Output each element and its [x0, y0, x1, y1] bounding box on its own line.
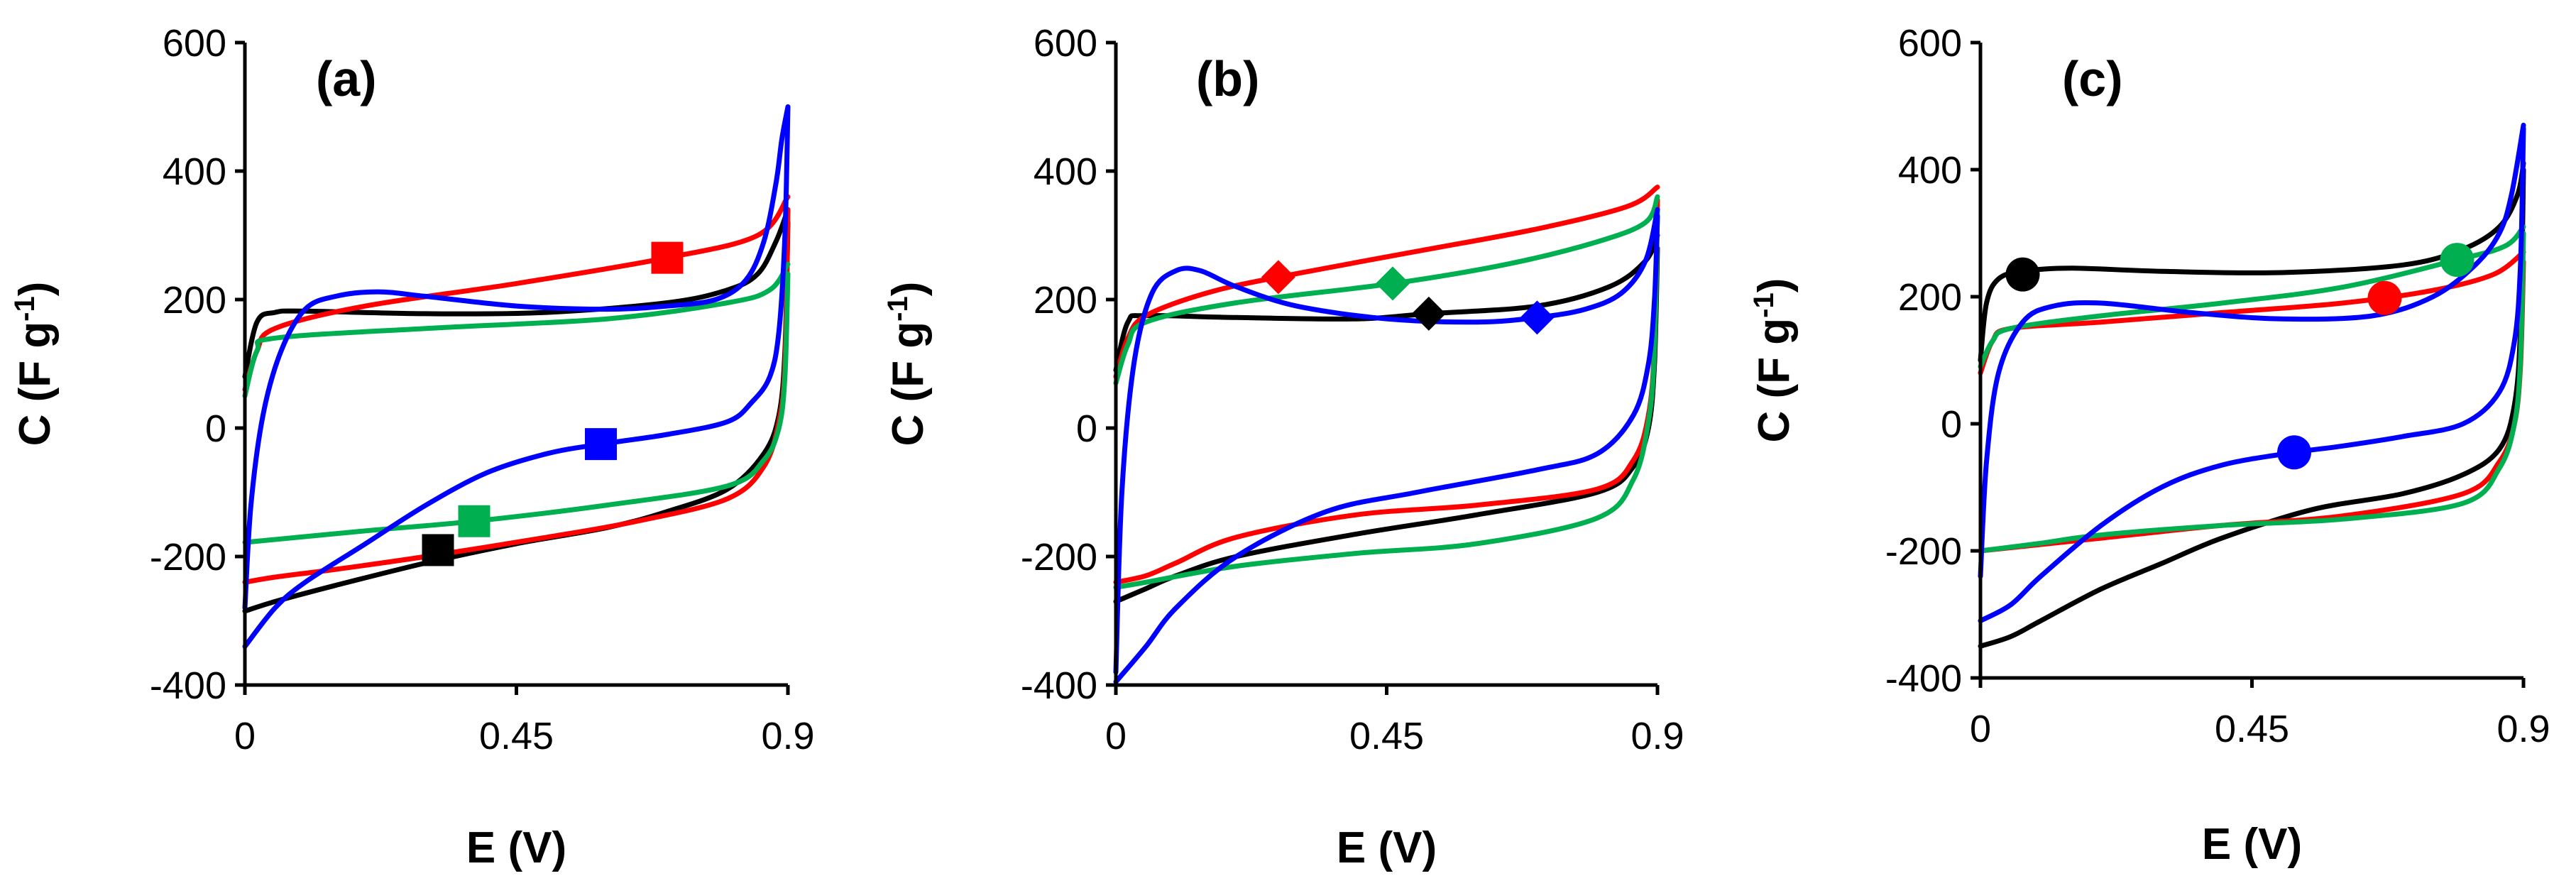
panel-a-label: (a) — [316, 51, 377, 106]
panel-a-green-marker — [458, 505, 490, 537]
panel-a-y-axis-label: C (F g-1) — [9, 282, 60, 446]
panel-c-y-axis-label-superscript: -1 — [1748, 292, 1780, 318]
panel-c-y-axis-label-main: C (F g — [1750, 318, 1799, 443]
panel-b-green-marker — [1375, 266, 1410, 301]
panel-a-black-anodic-curve — [242, 207, 791, 380]
panel-c-y-tick-label: -400 — [1885, 657, 1962, 700]
panel-b-y-axis-label: C (F g-1) — [882, 282, 933, 446]
panel-b-y-axis-label-close: ) — [884, 282, 933, 297]
panel-c-y-tick-label: 400 — [1898, 149, 1962, 192]
panel-a-y-tick-label: -400 — [150, 664, 226, 707]
panel-c-blue-cathodic-curve — [1978, 126, 2526, 623]
panel-a-x-tick-label: 0.45 — [479, 715, 554, 757]
panel-c-y-tick-label: 600 — [1898, 22, 1962, 65]
panel-c-y-tick-label: 0 — [1941, 403, 1962, 446]
panel-b-y-tick-label: 400 — [1034, 150, 1097, 193]
panel-b-x-axis-label: E (V) — [1337, 823, 1437, 872]
panel-b-red-marker — [1261, 260, 1295, 295]
panel-a-y-axis-label-main: C (F g — [11, 322, 60, 446]
panel-a-y-tick-label: 400 — [163, 150, 226, 193]
panel-b-x-tick-label: 0.9 — [1630, 715, 1684, 757]
panel-a-x-tick-label: 0 — [234, 715, 256, 757]
panel-a-x-axis-label: E (V) — [466, 823, 566, 872]
panel-b-y-tick-label: 600 — [1034, 22, 1097, 65]
panel-c-x-tick-label: 0.45 — [2215, 708, 2289, 750]
panel-a-green-cathodic-curve — [242, 271, 791, 545]
panel-b-x-tick-label: 0 — [1105, 715, 1127, 757]
panel-a-y-tick-label: 200 — [163, 279, 226, 322]
panel-c-black-marker — [2005, 257, 2040, 292]
panel-a-blue-marker — [585, 428, 617, 461]
panel-c-y-axis-label: C (F g-1) — [1748, 278, 1799, 443]
panel-b-red-anodic-curve — [1113, 185, 1660, 380]
panel-a-black-marker — [422, 534, 454, 566]
panel-c-y-tick-label: 200 — [1898, 276, 1962, 319]
panel-a-chart: -400 -200 0 200 400 600 0 0.45 0.9 E (V) C (F g-1)… — [9, 22, 815, 872]
panel-a-y-axis-label-superscript: -1 — [9, 296, 40, 322]
panel-b-black-cathodic-curve — [1113, 246, 1660, 604]
panel-a-red-marker — [651, 241, 684, 274]
panel-a-red-anodic-curve — [242, 194, 791, 393]
panel-c-chart: -400 -200 0 200 400 600 0 0.45 0.9 E (V) C (F g-1)… — [1748, 22, 2550, 869]
panel-b-y-tick-label: 200 — [1034, 279, 1097, 322]
panel-c-red-marker — [2367, 280, 2402, 315]
panel-c-green-marker — [2440, 243, 2474, 278]
panel-b-blue-cathodic-curve — [1113, 213, 1660, 684]
panel-a-black-cathodic-curve — [242, 219, 791, 614]
panel-a-blue-cathodic-curve — [242, 104, 791, 650]
panel-a-y-tick-label: 0 — [205, 407, 226, 450]
panel-a-y-tick-label: 600 — [163, 22, 226, 65]
panel-c-x-tick-label: 0 — [1970, 708, 1991, 750]
panel-a-y-tick-label: -200 — [150, 536, 226, 579]
panel-c-x-axis-label: E (V) — [2202, 820, 2302, 869]
panel-a-red-cathodic-curve — [242, 207, 791, 585]
panel-c-label: (c) — [2062, 51, 2123, 106]
panel-c-green-anodic-curve — [1978, 224, 2526, 369]
panel-c-y-tick-label: -200 — [1885, 530, 1962, 573]
panel-b-label: (b) — [1196, 51, 1259, 106]
panel-c-blue-marker — [2277, 435, 2311, 470]
panel-c-black-anodic-curve — [1978, 160, 2526, 363]
panel-c-y-axis-label-close: ) — [1750, 278, 1799, 293]
panel-a-blue-anodic-curve — [242, 104, 791, 610]
panel-b-y-tick-label: 0 — [1076, 407, 1097, 450]
panel-b-black-marker — [1411, 296, 1446, 331]
panel-c-x-tick-label: 0.9 — [2496, 708, 2550, 750]
panel-b-x-tick-label: 0.45 — [1349, 715, 1424, 757]
panel-b-chart: -400 -200 0 200 400 600 0 0.45 0.9 E (V) C (F g-1)… — [882, 22, 1684, 872]
panel-a-y-axis-label-close: ) — [11, 282, 60, 297]
panel-c-blue-anodic-curve — [1978, 122, 2526, 579]
panel-a-green-anodic-curve — [242, 261, 791, 399]
panel-b-y-axis-label-main: C (F g — [884, 322, 933, 446]
panel-b-blue-marker — [1520, 300, 1555, 335]
panel-c-black-cathodic-curve — [1978, 167, 2526, 649]
panel-a-x-tick-label: 0.9 — [761, 715, 814, 757]
panel-c-green-cathodic-curve — [1978, 231, 2526, 554]
panel-b-y-tick-label: -400 — [1021, 664, 1097, 707]
panel-b-y-tick-label: -200 — [1021, 536, 1097, 579]
panel-b-y-axis-label-superscript: -1 — [882, 296, 914, 322]
panel-b-blue-anodic-curve — [1113, 207, 1660, 675]
